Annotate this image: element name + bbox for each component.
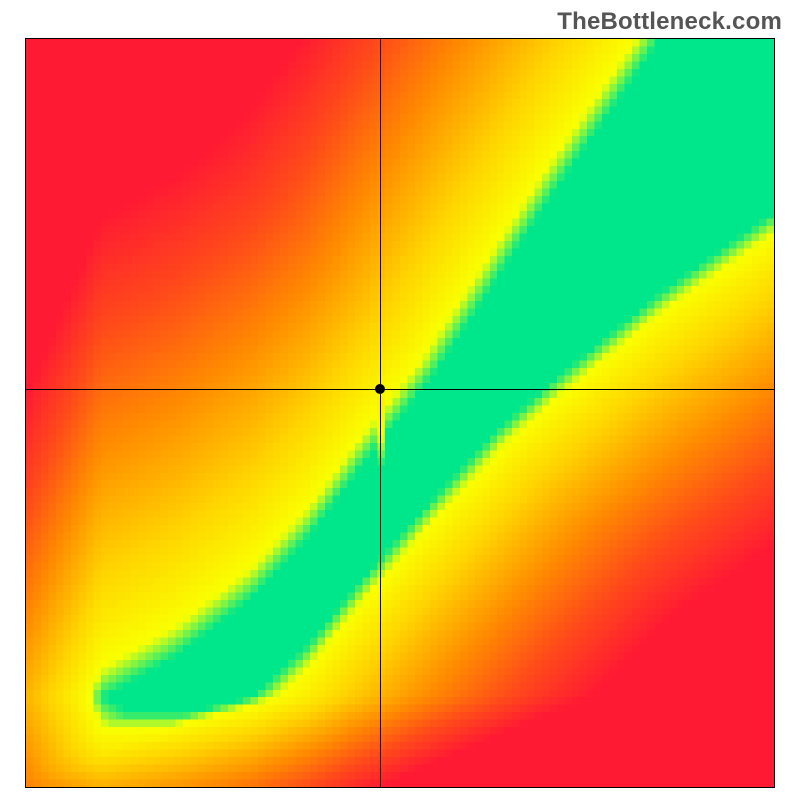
heatmap-plot (25, 38, 775, 788)
crosshair-dot (375, 384, 385, 394)
watermark-text: TheBottleneck.com (557, 8, 782, 36)
figure-container: TheBottleneck.com (0, 0, 800, 800)
heatmap-canvas (26, 39, 774, 787)
crosshair-horizontal (26, 389, 774, 390)
crosshair-vertical (380, 39, 381, 787)
